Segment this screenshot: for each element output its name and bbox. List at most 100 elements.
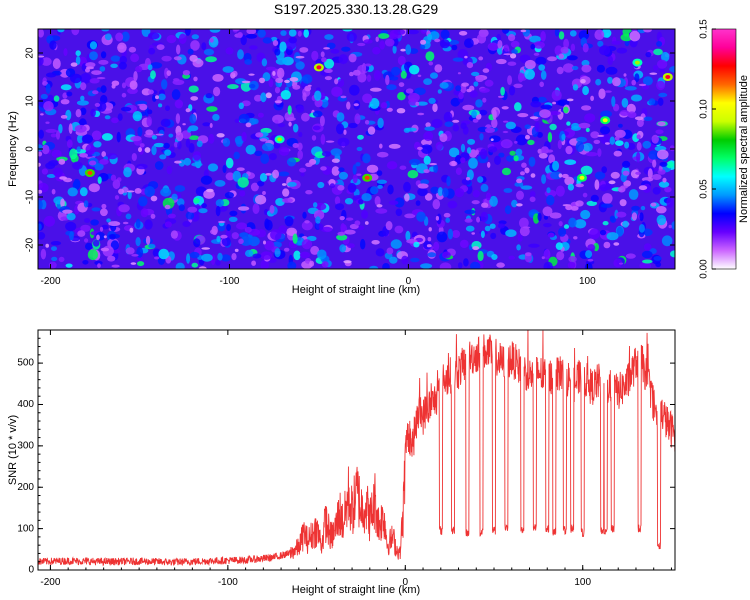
spectrogram-speckle [330, 148, 342, 157]
spectrogram-speckle [586, 200, 598, 206]
spectrogram-speckle [661, 51, 670, 62]
spectrogram-speckle [254, 150, 263, 156]
spectrogram-speckle [367, 126, 376, 135]
spectrogram-speckle [244, 226, 252, 233]
spectrogram-gap [427, 237, 432, 242]
spectrogram-speckle [574, 219, 587, 229]
spectrogram-gap [60, 115, 68, 119]
spectrogram-speckle [167, 213, 176, 219]
spectrogram-speckle [161, 55, 172, 62]
spectrogram-speckle [41, 57, 52, 66]
spectrogram-gap [386, 107, 393, 112]
spectrogram-speckle [480, 183, 489, 192]
snr-x-ticks: -200 -100 0 100 [40, 330, 672, 588]
spectrogram-speckle [42, 81, 48, 86]
spectrogram-speckle [101, 151, 106, 158]
spectrogram-speckle [137, 126, 143, 137]
spectrogram-speckle [317, 181, 325, 189]
spectrogram-speckle [94, 163, 104, 171]
spectrogram-speckle [652, 187, 661, 195]
spectrogram-speckle [49, 40, 57, 50]
spectrogram-speckle [87, 249, 99, 261]
spectrogram-speckle [215, 199, 225, 207]
spectrogram-speckle [266, 66, 276, 71]
spectrogram-gap [201, 247, 210, 250]
spectrogram-speckle [249, 84, 256, 89]
spectrogram-speckle [252, 203, 260, 214]
spectrogram-speckle [116, 131, 121, 143]
spectrogram-speckle [558, 221, 563, 227]
spectrogram-speckle [457, 262, 463, 269]
spectrogram-speckle [372, 46, 381, 55]
spectrogram-speckle [189, 54, 198, 62]
spectrogram-speckle [427, 252, 437, 258]
spectrogram-speckle [599, 126, 611, 135]
spectrogram-peak-core [579, 175, 585, 180]
spectrogram-speckle [221, 236, 231, 247]
spectrogram-speckle [448, 147, 460, 158]
spectrogram-speckle [546, 194, 555, 206]
spectrogram-speckle [245, 33, 258, 39]
spectrogram-speckle [653, 256, 662, 261]
spectrogram-speckle [320, 134, 326, 145]
spectrogram-speckle [485, 127, 495, 133]
spectrogram-gap [324, 68, 333, 73]
spectrogram-gap [364, 120, 370, 125]
spectrogram-speckle [158, 103, 163, 108]
spectrogram-gap [490, 138, 494, 141]
spectrogram-gap [352, 69, 361, 76]
spectrogram-speckle [567, 261, 576, 269]
spectrogram-speckle [301, 239, 313, 250]
spectrogram-speckle [546, 187, 551, 194]
spectrogram-speckle [225, 157, 234, 169]
spectrogram-speckle [75, 109, 82, 118]
spectrogram-speckle [477, 250, 484, 262]
spectrogram-gap [299, 47, 309, 53]
spectrogram-speckle [529, 196, 536, 203]
spectrogram-gap [305, 162, 313, 167]
spectrogram-speckle [470, 261, 481, 269]
spectrogram-speckle [158, 248, 169, 260]
spectrogram-speckle [580, 165, 593, 175]
spectrogram-speckle [127, 190, 132, 200]
spectrogram-speckle [112, 179, 121, 190]
spectrogram-speckle [435, 141, 443, 151]
spectrogram-speckle [558, 31, 565, 40]
spectrogram-speckle [314, 202, 327, 211]
spectrogram-speckle [652, 174, 662, 180]
spectrogram-speckle [437, 89, 442, 94]
spectrogram-speckle [312, 110, 323, 118]
spectrogram-speckle [260, 92, 267, 103]
spectrogram-gap [138, 147, 142, 153]
snr-x-axis-label: Height of straight line (km) [292, 584, 420, 596]
spectrogram-speckle [259, 173, 268, 182]
spectrogram-speckle [656, 214, 667, 226]
spectrogram-speckle [193, 198, 200, 204]
spectrogram-speckle [58, 256, 65, 263]
spectrogram-speckle [241, 100, 251, 107]
spectrogram-speckle [80, 95, 85, 102]
spectrogram-gap [111, 264, 120, 268]
spectrogram-speckle [662, 177, 667, 183]
spectrogram-speckle [338, 167, 345, 172]
spectrogram-speckle [176, 198, 185, 207]
spectrogram-speckle [599, 133, 611, 145]
spectrogram-speckle [346, 32, 357, 42]
spectrogram-speckle [366, 164, 379, 173]
spectrogram-speckle [154, 161, 164, 170]
spectrogram-gap [323, 47, 330, 50]
spectrogram-speckle [357, 134, 364, 140]
spectrogram-speckle [302, 74, 313, 84]
spectrogram-gap [524, 167, 530, 174]
spectrogram-speckle [92, 239, 100, 247]
spectrogram-gap [131, 254, 139, 257]
spectrogram-peak-core [87, 171, 93, 175]
spectrogram-gap [144, 147, 151, 153]
spectrogram-speckle [347, 182, 357, 193]
spectrogram-speckle [464, 38, 474, 48]
spectrogram-speckle [382, 263, 390, 269]
spectrogram-gap [343, 260, 352, 264]
spectrogram-speckle [500, 86, 505, 96]
spectrogram-speckle [558, 227, 567, 237]
spectrogram-gap [70, 62, 78, 67]
